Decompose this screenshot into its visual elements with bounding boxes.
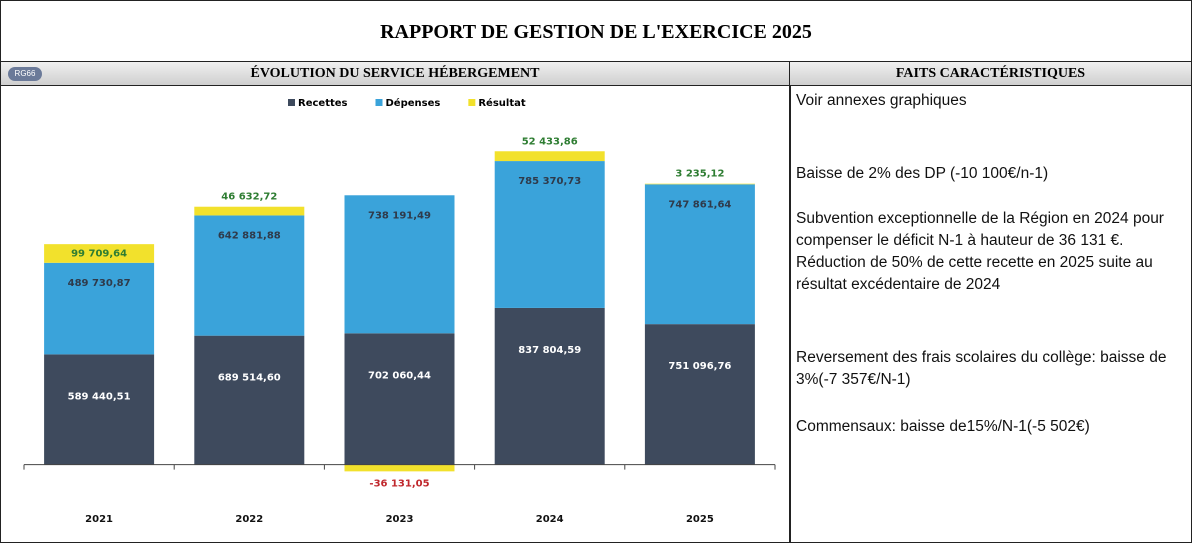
value-label: 702 060,44 xyxy=(368,370,431,381)
x-tick-label: 2024 xyxy=(536,514,564,525)
bar-segment xyxy=(494,307,605,465)
value-label: 99 709,64 xyxy=(71,248,127,259)
value-label: 589 440,51 xyxy=(68,391,131,402)
fact: Baisse de 2% des DP (-10 100€/n-1) xyxy=(796,165,1049,182)
fact: Reversement des frais scolaires du collè… xyxy=(796,349,1167,388)
value-label: 489 730,87 xyxy=(68,278,131,289)
value-label: 46 632,72 xyxy=(221,192,277,203)
x-tick-label: 2021 xyxy=(85,514,113,525)
value-label: -36 131,05 xyxy=(369,478,429,489)
value-label: 642 881,88 xyxy=(218,230,281,241)
bar-segment xyxy=(194,215,305,336)
bar-segment xyxy=(44,354,155,465)
value-label: 785 370,73 xyxy=(518,176,581,187)
bar-segment xyxy=(44,244,155,263)
bar-segment xyxy=(194,335,305,465)
bar-segment xyxy=(644,184,755,325)
bar-segment xyxy=(344,195,455,334)
bar-segment xyxy=(494,151,605,162)
panel-title: ÉVOLUTION DU SERVICE HÉBERGEMENT xyxy=(0,62,790,86)
bar-segment xyxy=(344,333,455,465)
bar-segment xyxy=(494,161,605,308)
fact: Subvention exceptionnelle de la Région e… xyxy=(796,210,1164,293)
value-label: 747 861,64 xyxy=(668,199,731,210)
bar-segment xyxy=(644,183,755,185)
legend-swatch xyxy=(288,99,295,106)
x-tick-label: 2022 xyxy=(235,514,263,525)
legend-label: Recettes xyxy=(298,98,348,109)
badge: RG66 xyxy=(8,67,42,81)
bar-segment xyxy=(194,206,305,216)
divider xyxy=(789,85,791,543)
bar-segment xyxy=(44,262,155,355)
fact: Voir annexes graphiques xyxy=(796,92,967,109)
x-tick-label: 2023 xyxy=(386,514,414,525)
value-label: 689 514,60 xyxy=(218,373,281,384)
bar-segment xyxy=(344,464,455,472)
chart: Recettes Dépenses Résultat 589 440,51 489 73… xyxy=(23,97,776,525)
bar-segment xyxy=(644,324,755,465)
value-label: 751 096,76 xyxy=(668,361,731,372)
fact: Commensaux: baisse de15%/N-1(-5 502€) xyxy=(796,418,1090,435)
value-label: 3 235,12 xyxy=(675,169,724,180)
facts-title: FAITS CARACTÉRISTIQUES xyxy=(790,62,1192,86)
legend-swatch xyxy=(468,99,476,106)
legend-swatch xyxy=(375,99,383,106)
value-label: 52 433,86 xyxy=(522,136,578,147)
legend-label: Résultat xyxy=(478,97,526,109)
value-label: 738 191,49 xyxy=(368,210,431,221)
x-tick-label: 2025 xyxy=(686,514,714,525)
value-label: 837 804,59 xyxy=(518,345,581,356)
legend-label: Dépenses xyxy=(386,97,441,109)
